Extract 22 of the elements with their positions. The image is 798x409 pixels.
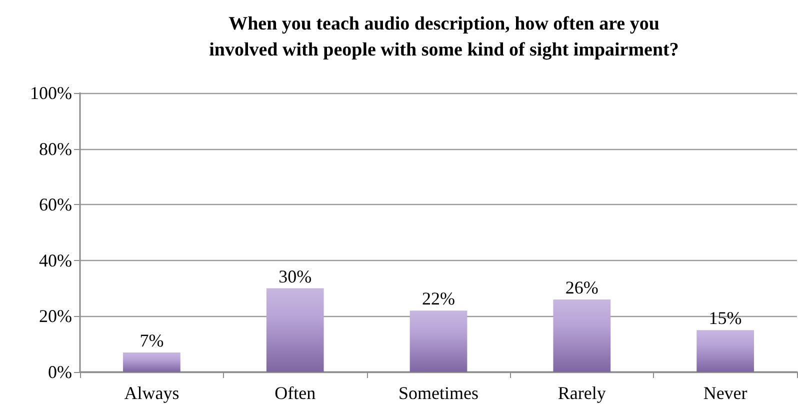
x-tick-label: Rarely: [558, 383, 606, 403]
y-tick-label: 20%: [39, 306, 72, 326]
x-tick-label: Always: [124, 383, 180, 403]
x-tick-label: Sometimes: [398, 383, 478, 403]
y-tick-label: 60%: [39, 194, 72, 215]
bar: [410, 310, 468, 372]
x-tick-label: Often: [274, 383, 316, 403]
data-label: 15%: [708, 308, 742, 328]
y-tick-label: 100%: [30, 83, 72, 103]
y-tick-label: 80%: [39, 138, 72, 159]
bar: [266, 288, 324, 372]
bar: [123, 352, 180, 372]
bar: [696, 330, 754, 372]
data-label: 26%: [565, 277, 598, 298]
data-label: 30%: [278, 266, 312, 286]
y-tick-label: 0%: [48, 362, 72, 382]
data-label: 7%: [140, 330, 164, 350]
x-tick-label: Never: [703, 383, 748, 403]
bar: [553, 299, 611, 372]
data-label: 22%: [422, 288, 455, 309]
chart-title: When you teach audio description, how often are you involved with people with some kind of sight impairment?: [209, 14, 679, 60]
y-tick-label: 40%: [39, 250, 72, 270]
